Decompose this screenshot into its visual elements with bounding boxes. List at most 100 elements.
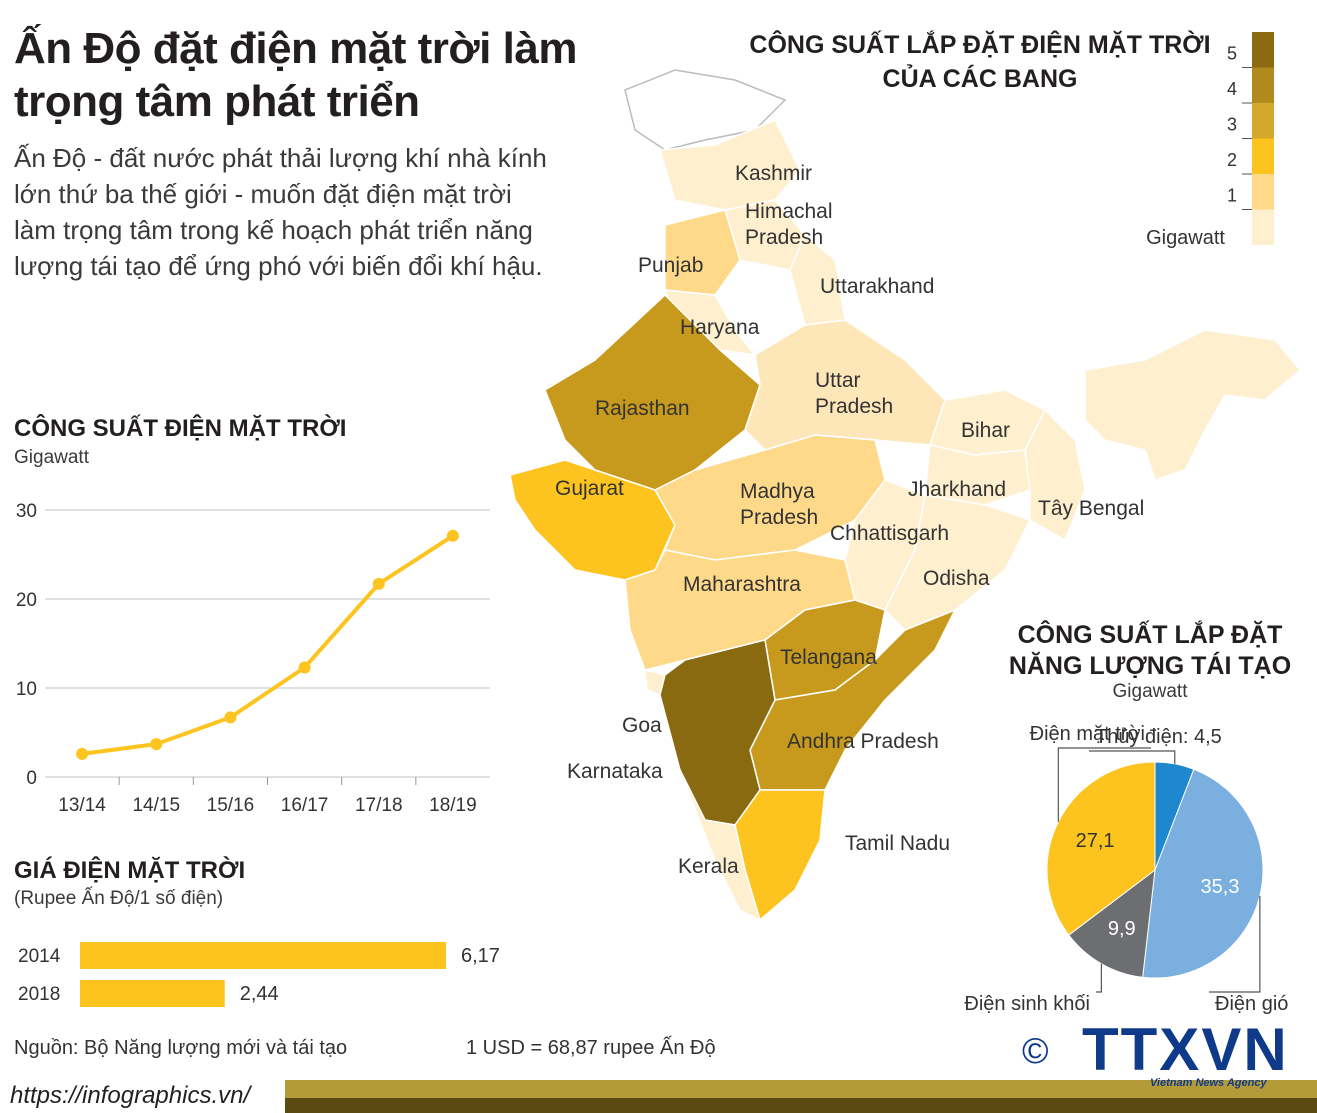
legend-swatch	[1252, 67, 1274, 103]
page-title: Ấn Độ đặt điện mặt trời làm trọng tâm ph…	[14, 24, 577, 126]
state-label: Kerala	[678, 855, 739, 878]
legend-tick-label: 5	[1227, 44, 1237, 64]
map-title: CÔNG SUẤT LẮP ĐẶT ĐIỆN MẶT TRỜI CỦA CÁC …	[749, 31, 1211, 93]
legend-unit: Gigawatt	[1146, 227, 1225, 248]
map-legend: 5 4 3 2 1 Gigawatt	[1146, 32, 1274, 248]
line-point	[224, 711, 237, 724]
state-label: Gujarat	[555, 477, 624, 500]
line-series	[81, 534, 455, 756]
line-chart-title: CÔNG SUẤT ĐIỆN MẶT TRỜI	[14, 415, 347, 442]
legend-tick-label: 2	[1227, 150, 1237, 170]
line-point	[76, 747, 89, 760]
y-tick-label: 20	[16, 590, 37, 611]
state-label: Pradesh	[815, 395, 893, 418]
x-tick-label: 14/15	[132, 795, 180, 816]
state-label: Maharashtra	[683, 573, 801, 596]
source-text: Nguồn: Bộ Năng lượng mới và tái tạo	[14, 1037, 348, 1059]
state-label: Tamil Nadu	[845, 832, 950, 855]
pie-name-label: Điện gió	[1215, 993, 1288, 1015]
state-kashmir	[659, 119, 801, 211]
pie-chart-unit: Gigawatt	[1112, 681, 1188, 702]
copyright-icon: ©	[1022, 1030, 1049, 1071]
y-tick-label: 0	[26, 768, 37, 789]
line-point	[298, 661, 311, 674]
y-tick-label: 30	[16, 501, 37, 522]
legend-tick-label: 4	[1227, 79, 1237, 99]
pie-name-label: Điện mặt trời	[1030, 723, 1145, 745]
state-label: Jharkhand	[908, 478, 1006, 501]
line-chart-unit: Gigawatt	[14, 447, 89, 468]
line-point	[446, 529, 459, 542]
bar-value-label: 6,17	[461, 945, 500, 967]
legend-swatch	[1252, 32, 1274, 68]
state-tây-bengal	[1024, 408, 1086, 542]
pie-name-label: Thủy điện: 4,5	[1095, 726, 1222, 748]
northeast-region	[1084, 329, 1302, 481]
state-label: Madhya	[740, 480, 815, 503]
pie-leader-line	[1057, 747, 1151, 822]
state-label: Haryana	[680, 316, 760, 339]
y-tick-label: 10	[16, 679, 37, 700]
state-uttarakhand	[789, 233, 846, 326]
footer-stripe	[270, 1098, 1317, 1113]
pie-leader-line	[1089, 750, 1176, 764]
legend-tick-label: 3	[1227, 115, 1237, 135]
legend-tick-label: 1	[1227, 186, 1237, 206]
pie-value-label: 27,1	[1076, 830, 1115, 852]
pie-name-label: Điện sinh khối	[964, 993, 1090, 1015]
bar-chart-unit: (Rupee Ấn Độ/1 số điện)	[14, 888, 224, 909]
state-label: Odisha	[923, 567, 990, 590]
legend-swatch	[1252, 103, 1274, 139]
legend-swatch	[1252, 138, 1274, 174]
state-label: Himachal	[745, 200, 833, 223]
state-label: Goa	[622, 714, 662, 737]
pie-slice	[1142, 768, 1264, 979]
state-label: Uttar	[815, 369, 861, 392]
state-label: Telangana	[780, 646, 877, 669]
line-point	[150, 738, 163, 751]
pie-chart-title: CÔNG SUẤT LẮP ĐẶT NĂNG LƯỢNG TÁI TẠO	[1008, 621, 1292, 680]
state-kerala	[679, 769, 762, 922]
intro-text: Ấn Độ - đất nước phát thải lượng khí nhà…	[14, 143, 547, 281]
x-tick-label: 18/19	[429, 795, 477, 816]
legend-swatch	[1252, 174, 1274, 210]
line-chart: 0 10 20 30 13/14 14/15 15/16 16/17 17/18 18/19	[16, 501, 490, 816]
state-label: Pradesh	[740, 506, 818, 529]
bar-category-label: 2018	[18, 984, 60, 1005]
state-label: Bihar	[961, 419, 1010, 442]
bar	[80, 942, 446, 969]
state-label: Rajasthan	[595, 397, 690, 420]
state-label: Kashmir	[735, 162, 812, 185]
state-label: Tây Bengal	[1038, 497, 1144, 520]
exchange-rate-text: 1 USD = 68,87 rupee Ấn Độ	[466, 1037, 716, 1059]
bar	[80, 980, 225, 1007]
state-label: Pradesh	[745, 226, 823, 249]
x-tick-label: 16/17	[281, 795, 329, 816]
ttxvn-logo: TTXVN	[1082, 1016, 1289, 1083]
state-punjab	[664, 209, 741, 296]
bar-chart: 2014 6,17 2018 2,44	[18, 942, 500, 1007]
pie-value-label: 9,9	[1108, 918, 1136, 940]
india-map: Kashmir Himachal Pradesh Punjab Uttarakhand H…	[509, 69, 1302, 922]
pie-value-label: 35,3	[1201, 876, 1240, 898]
line-point	[372, 577, 385, 590]
x-tick-label: 15/16	[207, 795, 255, 816]
bar-category-label: 2014	[18, 946, 61, 967]
agency-name: Vietnam News Agency	[1150, 1077, 1267, 1089]
pie-leader-line	[1209, 895, 1261, 993]
state-uttar-pradesh	[744, 319, 946, 451]
pie-leader-line	[1096, 963, 1102, 993]
state-label: Uttarakhand	[820, 275, 934, 298]
state-label: Karnataka	[567, 760, 663, 783]
pie-slice	[1068, 868, 1156, 978]
state-label: Chhattisgarh	[830, 522, 949, 545]
state-label: Andhra Pradesh	[787, 730, 939, 753]
x-tick-label: 17/18	[355, 795, 403, 816]
bar-value-label: 2,44	[240, 983, 279, 1005]
legend-swatch	[1252, 209, 1274, 245]
x-tick-label: 13/14	[58, 795, 106, 816]
state-label: Punjab	[638, 254, 703, 277]
bar-chart-title: GIÁ ĐIỆN MẶT TRỜI	[14, 857, 246, 884]
state-odisha	[884, 494, 1032, 631]
site-url-link[interactable]: https://infographics.vn/	[10, 1082, 251, 1109]
